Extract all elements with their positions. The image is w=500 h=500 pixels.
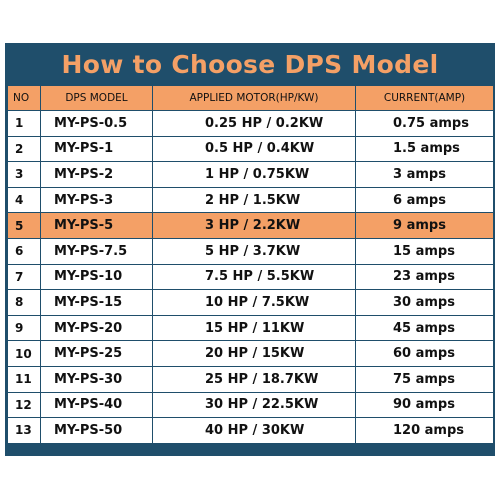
row-dps-model: MY-PS-10 <box>40 263 153 291</box>
row-current: 120 amps <box>355 417 494 444</box>
row-applied-motor: 7.5 HP / 5.5KW <box>152 263 356 291</box>
row-applied-motor: 10 HP / 7.5KW <box>152 289 356 316</box>
row-current: 6 amps <box>355 186 494 214</box>
row-applied-motor: 20 HP / 15KW <box>152 340 356 367</box>
row-current: 60 amps <box>355 340 494 367</box>
table-body: 1 MY-PS-0.5 0.25 HP / 0.2KW 0.75 amps 2 MY-PS… <box>7 110 494 444</box>
row-current: 1.5 amps <box>355 135 494 163</box>
row-dps-model: MY-PS-40 <box>40 391 153 419</box>
table-row: 6 MY-PS-7.5 5 HP / 3.7KW 15 amps <box>7 237 494 265</box>
row-current: 90 amps <box>355 391 494 419</box>
row-current: 45 amps <box>355 314 494 342</box>
table-row: 11 MY-PS-30 25 HP / 18.7KW 75 amps <box>7 365 494 393</box>
row-number: 9 <box>7 314 41 342</box>
header-dps-model: DPS MODEL <box>40 85 153 111</box>
row-dps-model: MY-PS-25 <box>40 340 153 367</box>
row-dps-model: MY-PS-5 <box>40 212 153 239</box>
row-current: 3 amps <box>355 161 494 188</box>
row-applied-motor: 40 HP / 30KW <box>152 417 356 444</box>
row-number: 2 <box>7 135 41 163</box>
table-row: 13 MY-PS-50 40 HP / 30KW 120 amps <box>7 417 494 444</box>
table-row: 5 MY-PS-5 3 HP / 2.2KW 9 amps <box>7 212 494 239</box>
row-dps-model: MY-PS-3 <box>40 186 153 214</box>
row-dps-model: MY-PS-2 <box>40 161 153 188</box>
row-applied-motor: 3 HP / 2.2KW <box>152 212 356 239</box>
row-dps-model: MY-PS-0.5 <box>40 110 153 137</box>
chart-title: How to Choose DPS Model <box>7 45 493 85</box>
table-row: 10 MY-PS-25 20 HP / 15KW 60 amps <box>7 340 494 367</box>
header-current: CURRENT(AMP) <box>355 85 494 111</box>
row-number: 12 <box>7 391 41 419</box>
row-applied-motor: 0.5 HP / 0.4KW <box>152 135 356 163</box>
row-current: 0.75 amps <box>355 110 494 137</box>
row-applied-motor: 0.25 HP / 0.2KW <box>152 110 356 137</box>
row-number: 10 <box>7 340 41 367</box>
table-row: 1 MY-PS-0.5 0.25 HP / 0.2KW 0.75 amps <box>7 110 494 137</box>
table-row: 3 MY-PS-2 1 HP / 0.75KW 3 amps <box>7 161 494 188</box>
row-current: 9 amps <box>355 212 494 239</box>
row-applied-motor: 1 HP / 0.75KW <box>152 161 356 188</box>
row-dps-model: MY-PS-30 <box>40 365 153 393</box>
table-row: 12 MY-PS-40 30 HP / 22.5KW 90 amps <box>7 391 494 419</box>
header-no: NO <box>7 85 41 111</box>
row-applied-motor: 5 HP / 3.7KW <box>152 237 356 265</box>
table-row: 2 MY-PS-1 0.5 HP / 0.4KW 1.5 amps <box>7 135 494 163</box>
table-row: 8 MY-PS-15 10 HP / 7.5KW 30 amps <box>7 289 494 316</box>
row-dps-model: MY-PS-50 <box>40 417 153 444</box>
row-number: 5 <box>7 212 41 239</box>
row-number: 4 <box>7 186 41 214</box>
header-applied-motor: APPLIED MOTOR(HP/KW) <box>152 85 356 111</box>
row-number: 1 <box>7 110 41 137</box>
row-current: 23 amps <box>355 263 494 291</box>
row-number: 3 <box>7 161 41 188</box>
row-dps-model: MY-PS-1 <box>40 135 153 163</box>
dps-model-table: NO DPS MODEL APPLIED MOTOR(HP/KW) CURREN… <box>7 85 494 444</box>
row-applied-motor: 15 HP / 11KW <box>152 314 356 342</box>
row-number: 8 <box>7 289 41 316</box>
row-dps-model: MY-PS-20 <box>40 314 153 342</box>
table-row: 7 MY-PS-10 7.5 HP / 5.5KW 23 amps <box>7 263 494 291</box>
table-header: NO DPS MODEL APPLIED MOTOR(HP/KW) CURREN… <box>7 85 494 111</box>
header-row: NO DPS MODEL APPLIED MOTOR(HP/KW) CURREN… <box>7 85 494 111</box>
row-number: 7 <box>7 263 41 291</box>
row-current: 75 amps <box>355 365 494 393</box>
table-row: 4 MY-PS-3 2 HP / 1.5KW 6 amps <box>7 186 494 214</box>
row-number: 6 <box>7 237 41 265</box>
row-applied-motor: 25 HP / 18.7KW <box>152 365 356 393</box>
row-current: 15 amps <box>355 237 494 265</box>
row-applied-motor: 30 HP / 22.5KW <box>152 391 356 419</box>
row-number: 11 <box>7 365 41 393</box>
dps-model-chart: How to Choose DPS Model NO DPS MODEL APP… <box>5 43 495 456</box>
row-number: 13 <box>7 417 41 444</box>
row-current: 30 amps <box>355 289 494 316</box>
row-applied-motor: 2 HP / 1.5KW <box>152 186 356 214</box>
row-dps-model: MY-PS-15 <box>40 289 153 316</box>
table-row: 9 MY-PS-20 15 HP / 11KW 45 amps <box>7 314 494 342</box>
row-dps-model: MY-PS-7.5 <box>40 237 153 265</box>
